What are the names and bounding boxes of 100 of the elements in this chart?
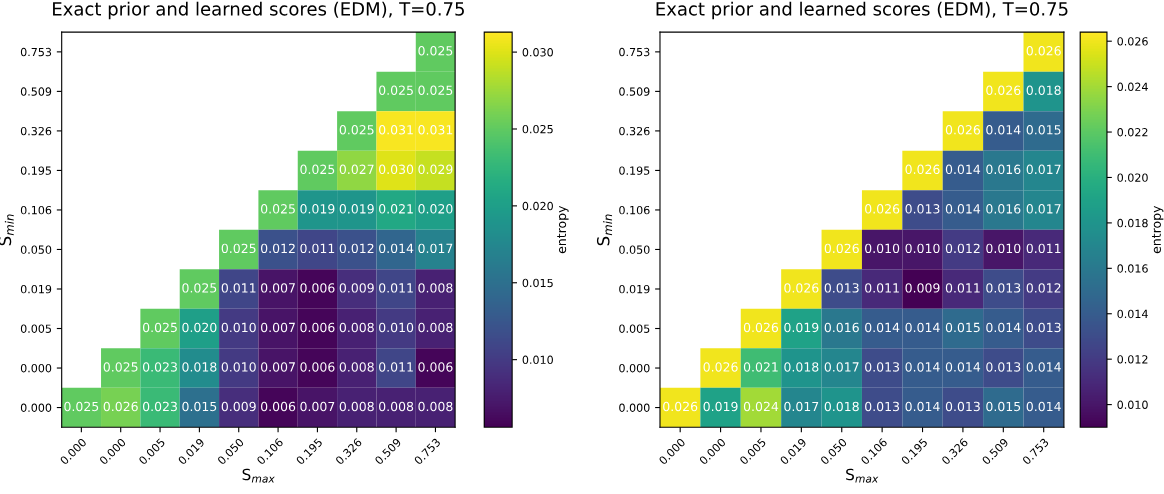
data-label: 0.013 [1026,322,1061,333]
color-bar-label: 0.016 [1117,264,1148,273]
data-label: 0.025 [261,204,295,214]
y-tick-label: 0.509 [619,87,650,96]
data-label: 0.025 [418,46,453,56]
data-label: 0.014 [905,362,940,372]
data-label: 0.013 [986,362,1021,372]
data-label: 0.011 [379,283,413,293]
data-label: 0.013 [865,362,900,372]
data-label: 0.007 [261,283,295,293]
data-label: 0.027 [339,164,374,175]
data-label: 0.011 [379,362,413,372]
data-label: 0.015 [945,322,980,333]
data-label: 0.016 [824,322,859,333]
color-bar-label: 0.030 [522,48,553,57]
data-label: 0.016 [986,164,1021,175]
data-label: 0.026 [945,125,981,135]
data-label: 0.013 [945,401,980,412]
data-label: 0.026 [1026,46,1061,56]
data-label: 0.014 [379,243,414,254]
y-tick-label: 0.106 [20,205,52,215]
data-label: 0.013 [905,204,940,214]
data-label: 0.012 [945,243,980,254]
chart-title: Exact prior and learned scores (EDM), T=0.75 [656,1,1068,20]
y-tick-label: 0.195 [619,166,650,175]
data-label: 0.013 [824,283,859,293]
data-label: 0.014 [945,204,981,214]
color-bar-label: 0.020 [522,201,553,211]
color-bar-label: 0.012 [1117,355,1148,364]
data-label: 0.009 [339,283,374,293]
data-label: 0.006 [300,362,335,372]
color-bar-label: 0.010 [522,355,553,365]
data-label: 0.008 [418,283,453,293]
y-tick-label: 0.000 [619,364,650,373]
data-label: 0.014 [905,401,940,412]
data-label: 0.025 [142,322,177,333]
data-label: 0.026 [663,401,698,412]
data-label: 0.018 [1026,85,1061,96]
y-tick-label: 0.005 [20,324,51,333]
data-label: 0.017 [824,362,859,372]
y-tick-label: 0.000 [20,403,52,412]
data-label: 0.012 [261,243,295,254]
data-label: 0.026 [824,243,859,254]
color-bar-label: 0.025 [522,124,553,134]
y-tick-label: 0.019 [20,284,52,294]
data-label: 0.009 [221,401,256,412]
data-label: 0.026 [865,204,900,214]
data-label: 0.014 [1026,401,1061,412]
data-label: 0.011 [865,283,899,293]
data-label: 0.014 [986,322,1021,333]
data-label: 0.026 [986,85,1021,96]
data-label: 0.017 [1026,204,1061,214]
data-label: 0.017 [1026,164,1061,175]
y-tick-label: 0.509 [20,87,52,96]
y-tick-label: 0.050 [619,245,650,254]
color-bar-label: 0.015 [522,278,553,288]
data-label: 0.014 [905,322,940,333]
data-label: 0.007 [300,401,335,412]
data-label: 0.007 [261,362,295,372]
y-axis-title: S$_{min}$ [596,214,613,246]
data-label: 0.013 [986,283,1021,293]
data-label: 0.018 [824,401,859,412]
y-tick-label: 0.326 [619,126,650,136]
data-label: 0.014 [865,322,900,333]
data-label: 0.014 [945,362,981,372]
data-label: 0.023 [142,362,177,372]
data-label: 0.006 [418,362,453,372]
data-label: 0.010 [221,362,256,372]
data-label: 0.029 [418,164,453,175]
y-tick-label: 0.019 [619,284,650,294]
data-label: 0.025 [182,283,217,293]
data-label: 0.021 [743,362,778,372]
data-label: 0.010 [986,243,1021,254]
data-label: 0.019 [300,204,335,214]
data-label: 0.021 [379,204,413,214]
data-label: 0.013 [865,401,900,412]
data-label: 0.006 [261,401,296,412]
data-label: 0.008 [339,322,374,333]
data-label: 0.010 [865,243,900,254]
x-axis-title: S$_{max}$ [242,468,275,483]
data-label: 0.011 [221,283,256,293]
x-axis-title: S$_{max}$ [846,468,879,483]
y-tick-label: 0.000 [619,403,650,412]
color-bar-label: 0.010 [1117,400,1148,409]
y-tick-label: 0.195 [20,166,51,175]
data-label: 0.018 [182,362,217,372]
data-label: 0.026 [905,164,940,175]
color-bar-label: 0.014 [1117,309,1148,319]
color-bar-label: 0.020 [1117,173,1148,182]
data-label: 0.014 [945,164,981,175]
data-label: 0.008 [418,322,453,333]
chart-title: Exact prior and learned scores (EDM), T=0.75 [53,1,464,20]
data-label: 0.025 [300,164,335,175]
data-label: 0.031 [418,125,453,135]
data-label: 0.010 [379,322,414,333]
y-tick-label: 0.106 [619,205,650,215]
data-label: 0.024 [743,401,779,412]
color-bar-title: entropy [557,205,569,254]
color-bar-title: entropy [1151,205,1164,254]
data-label: 0.026 [703,362,738,372]
